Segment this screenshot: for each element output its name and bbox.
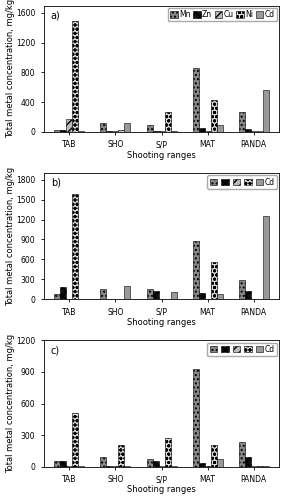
Bar [107, 298, 113, 300]
Bar [251, 131, 257, 132]
Bar [78, 131, 84, 132]
Bar [205, 131, 211, 132]
Bar [158, 298, 164, 300]
Bar [54, 294, 60, 300]
Bar [164, 438, 170, 466]
Bar [60, 288, 66, 300]
Bar [239, 112, 245, 132]
Bar [113, 131, 119, 132]
Bar [158, 131, 164, 132]
Bar [263, 216, 269, 300]
Bar [251, 298, 257, 300]
Bar [199, 463, 205, 466]
Bar [199, 294, 205, 300]
Bar [125, 286, 131, 300]
Bar [245, 457, 251, 466]
Bar [239, 280, 245, 299]
X-axis label: Shooting ranges: Shooting ranges [127, 318, 196, 327]
Bar [193, 68, 199, 132]
Bar [263, 90, 269, 132]
Bar [245, 130, 251, 132]
Bar [119, 444, 125, 466]
Bar [217, 294, 223, 300]
Legend: , , , , Cd: , , , , Cd [207, 342, 277, 356]
Bar [170, 131, 176, 132]
Bar [54, 462, 60, 466]
Bar [78, 298, 84, 300]
Bar [107, 131, 113, 132]
Bar [164, 298, 170, 300]
Bar [146, 290, 152, 300]
Bar [193, 368, 199, 466]
Bar [152, 290, 158, 300]
Bar [119, 130, 125, 132]
Bar [152, 461, 158, 466]
Bar [170, 292, 176, 300]
Bar [211, 444, 217, 466]
Bar [217, 460, 223, 466]
Bar [152, 131, 158, 132]
Bar [113, 298, 119, 300]
Bar [205, 298, 211, 300]
Bar [245, 290, 251, 300]
Bar [60, 130, 66, 132]
X-axis label: Shooting ranges: Shooting ranges [127, 486, 196, 494]
Bar [119, 298, 125, 300]
Text: b): b) [51, 178, 61, 188]
Text: c): c) [51, 346, 60, 356]
Bar [60, 461, 66, 466]
Bar [72, 194, 78, 300]
Bar [257, 131, 263, 132]
X-axis label: Shooting ranges: Shooting ranges [127, 150, 196, 160]
Bar [211, 262, 217, 300]
Bar [199, 128, 205, 132]
Bar [193, 242, 199, 300]
Bar [164, 112, 170, 132]
Bar [101, 457, 107, 466]
Bar [72, 21, 78, 132]
Bar [146, 124, 152, 132]
Y-axis label: Total metal concentration, mg/kg: Total metal concentration, mg/kg [6, 334, 15, 473]
Y-axis label: Total metal concentration, mg/kg: Total metal concentration, mg/kg [5, 166, 15, 306]
Bar [125, 123, 131, 132]
Bar [239, 442, 245, 466]
Legend: Mn, Zn, Cu, Ni, Cd: Mn, Zn, Cu, Ni, Cd [168, 8, 277, 22]
Bar [54, 130, 60, 132]
Legend: , , , , Cd: , , , , Cd [207, 175, 277, 189]
Bar [101, 123, 107, 132]
Bar [217, 126, 223, 132]
Bar [211, 100, 217, 132]
Bar [66, 120, 72, 132]
Text: a): a) [51, 10, 60, 20]
Bar [101, 288, 107, 300]
Bar [146, 460, 152, 466]
Bar [257, 298, 263, 300]
Bar [72, 413, 78, 467]
Bar [66, 298, 72, 300]
Y-axis label: Total metal concentration, mg/kg: Total metal concentration, mg/kg [5, 0, 15, 138]
